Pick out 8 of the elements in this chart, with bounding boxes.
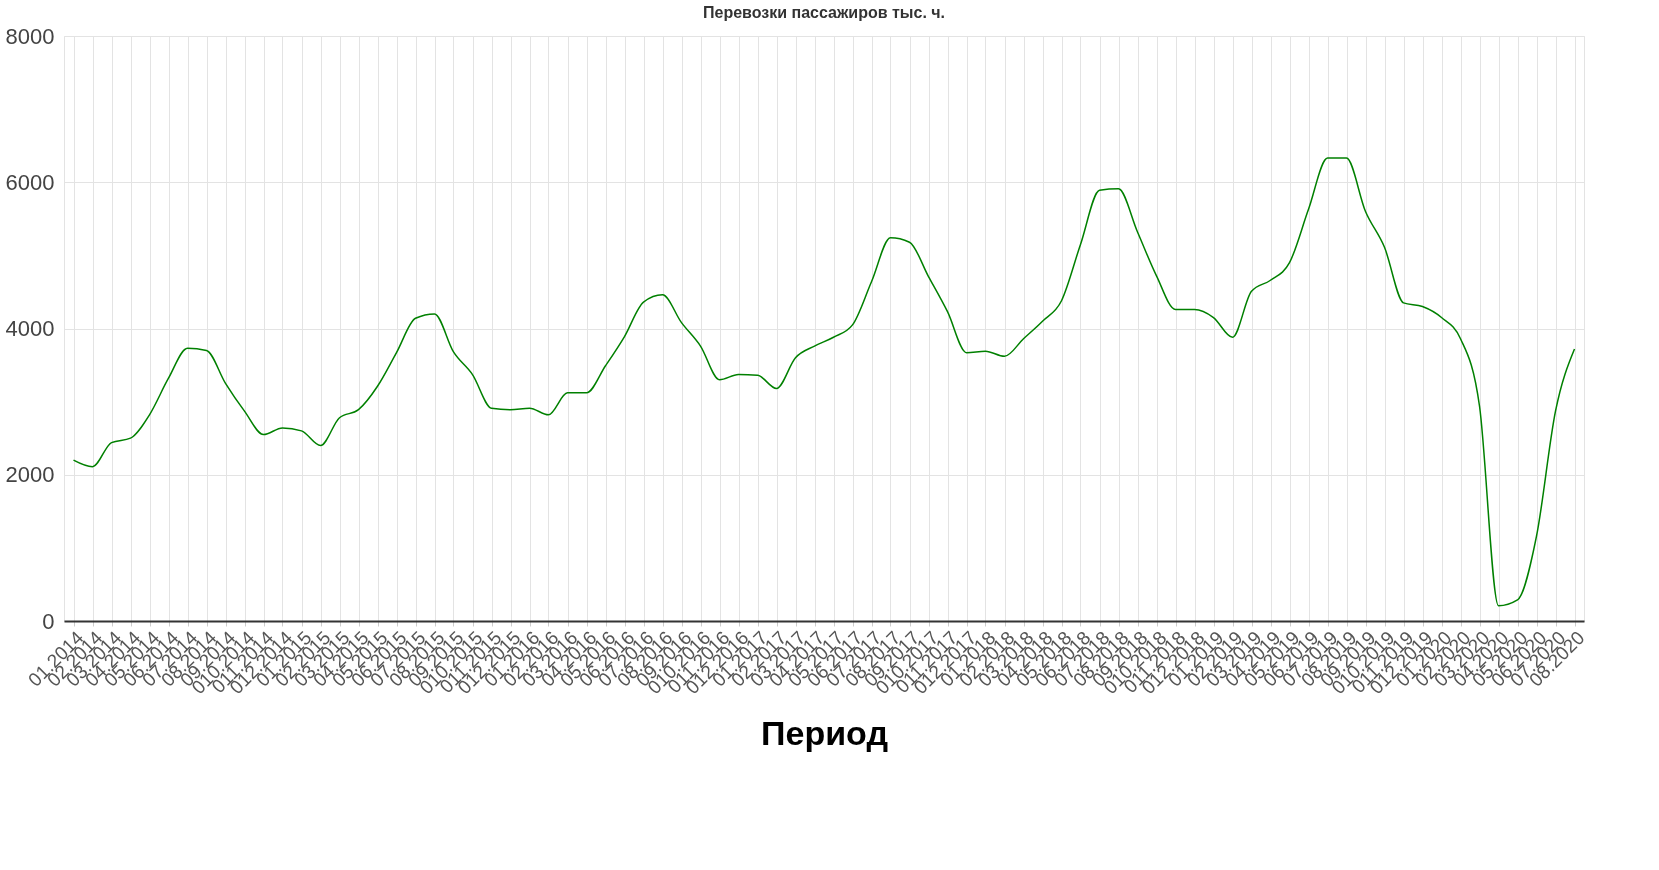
y-tick-label: 6000 <box>5 169 55 195</box>
y-tick-label: 8000 <box>5 23 55 49</box>
y-tick-label: 0 <box>42 608 55 634</box>
x-axis-title: Период <box>761 713 888 752</box>
chart-title: Перевозки пассажиров тыс. ч. <box>703 4 945 21</box>
y-tick-label: 2000 <box>5 462 55 488</box>
line-series <box>72 157 1576 607</box>
y-tick-label: 4000 <box>5 316 55 341</box>
